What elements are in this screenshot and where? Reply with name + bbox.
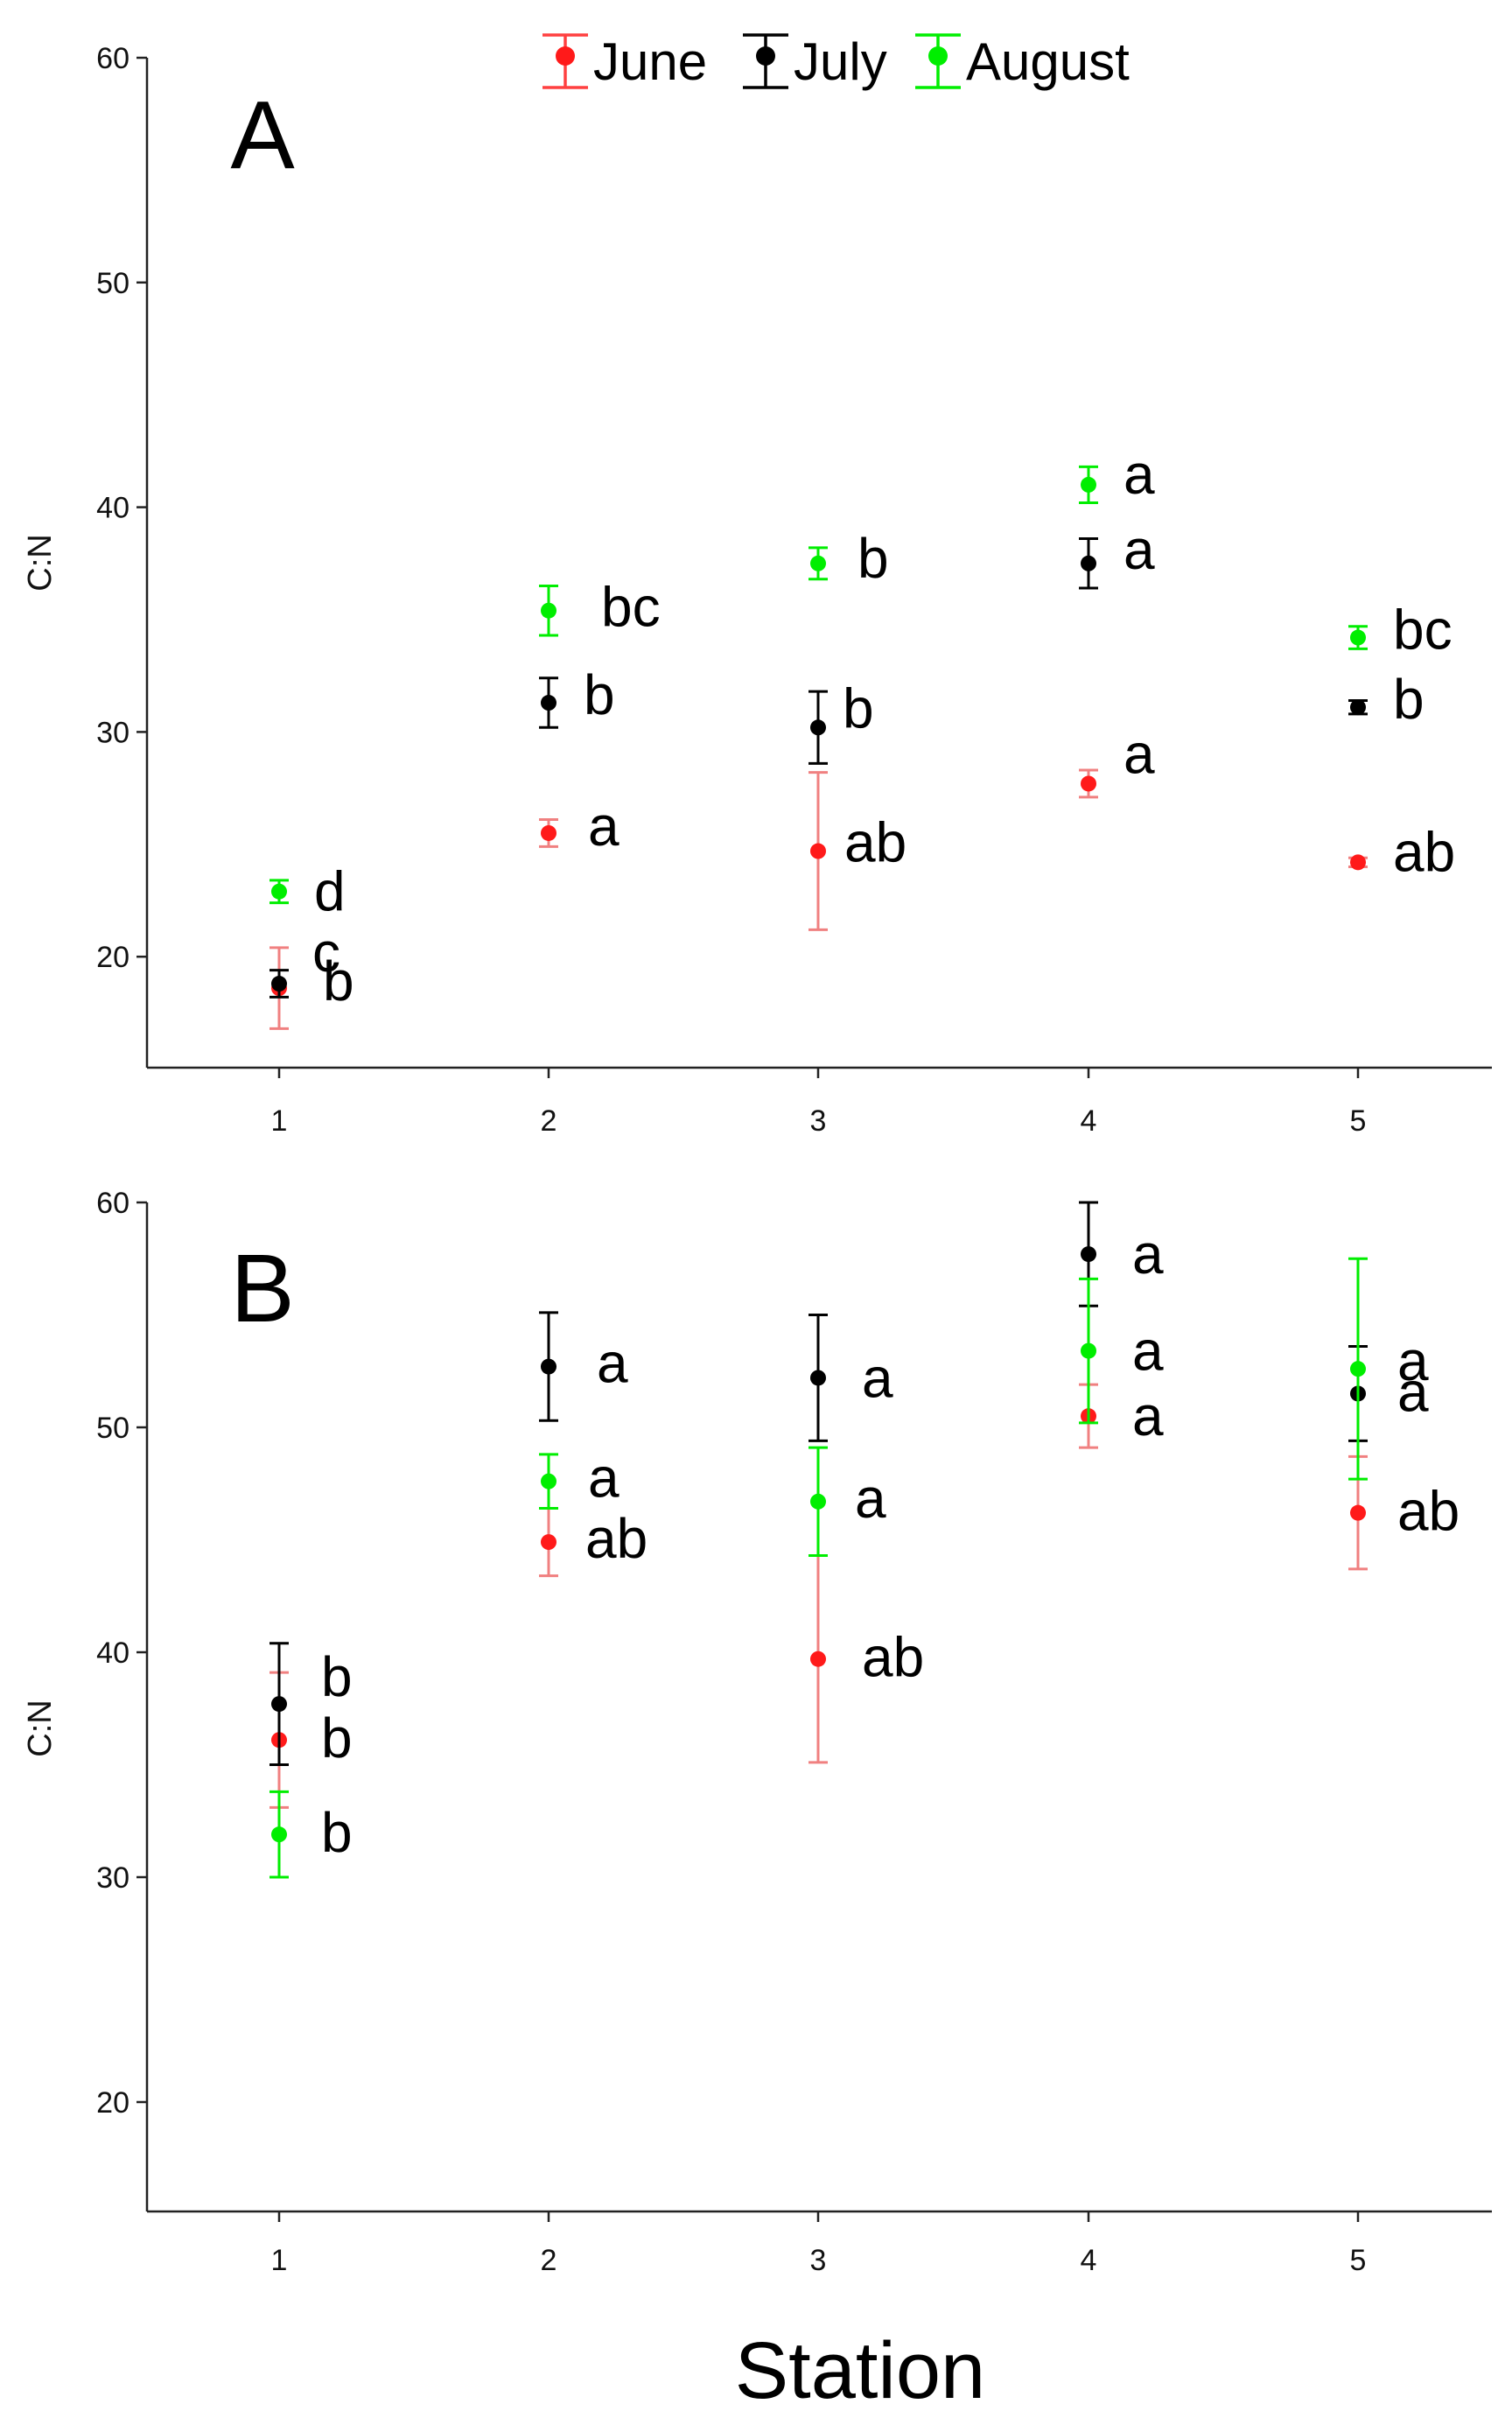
legend-marker-august [928, 46, 948, 66]
panel-a-point-june [541, 824, 556, 841]
panel-b-point-august [810, 1493, 826, 1510]
panel-a-x-tick-label: 5 [1350, 1104, 1367, 1138]
legend-item-august: August [915, 32, 1130, 91]
panel-b-significance-label-august: a [1132, 1320, 1164, 1383]
panel-a-significance-label-august: b [858, 527, 889, 590]
panel-a-significance-label-july: c [312, 921, 340, 984]
legend: June July August [542, 32, 1130, 91]
panel-b-significance-label-july: a [1132, 1223, 1164, 1286]
panel-a-point-august [1081, 476, 1096, 493]
panel-b-point-july [541, 1358, 556, 1375]
panel-a-significance-label-july: a [1124, 518, 1155, 581]
panel-a-point-august [1350, 629, 1366, 646]
panel-a-x-tick-label: 3 [810, 1104, 827, 1138]
panel-a-y-tick-label: 20 [96, 941, 130, 974]
panel-b-x-tick-label: 4 [1081, 2244, 1097, 2277]
panel-b-significance-label-july: a [1397, 1360, 1429, 1423]
panel-a-point-july [271, 976, 287, 992]
panel-a-significance-label-august: a [1124, 443, 1155, 506]
panel-b-point-august [1350, 1361, 1366, 1377]
panel-a-significance-label-july: b [584, 663, 615, 726]
panel-b-significance-label-june: ab [862, 1626, 924, 1689]
panel-a-point-june [1081, 775, 1096, 792]
x-axis-title: Station [735, 2326, 985, 2415]
panel-b-x-tick-label: 3 [810, 2244, 827, 2277]
legend-marker-july [756, 46, 775, 66]
panel-b-significance-label-july: a [597, 1332, 628, 1395]
panel-b-point-july [1081, 1246, 1096, 1263]
legend-label-july: July [794, 32, 887, 91]
panel-a-point-july [1350, 699, 1366, 716]
panel-a-y-tick-label: 40 [96, 492, 130, 525]
panel-b-point-august [1081, 1342, 1096, 1359]
panel-a-significance-label-june: ab [844, 811, 906, 874]
panel-b-significance-label-august: a [588, 1447, 620, 1510]
panel-a-significance-label-august: bc [1393, 599, 1452, 662]
panel-a-point-june [810, 843, 826, 859]
panel-a-point-july [810, 719, 826, 736]
panel-a-significance-label-june: ab [1393, 820, 1455, 883]
legend-item-june: June [542, 32, 707, 91]
panel-b-significance-label-june: b [321, 1707, 353, 1770]
panel-a-y-tick-label: 60 [96, 42, 130, 75]
panel-a-significance-label-july: b [843, 676, 874, 739]
panel-b-significance-label-june: ab [1397, 1480, 1460, 1543]
panel-b-point-june [810, 1651, 826, 1667]
panel-b-significance-label-august: b [321, 1801, 353, 1864]
panel-b-y-tick-label: 30 [96, 1861, 130, 1895]
panel-b-significance-label-august: a [1397, 1329, 1429, 1392]
panel-b-point-august [541, 1473, 556, 1489]
panel-b-significance-label-june: ab [585, 1507, 648, 1570]
panel-a-x-tick-label: 1 [271, 1104, 288, 1138]
panel-a-point-july [1081, 555, 1096, 571]
panel-b-point-june [541, 1534, 556, 1551]
panel-b-y-axis-title: C:N [22, 1700, 59, 1756]
panel-a-x-tick-label: 4 [1081, 1104, 1097, 1138]
panel-a-significance-label-june: a [1124, 722, 1155, 785]
legend-marker-june [556, 46, 575, 66]
panel-a-point-june [1350, 854, 1366, 871]
panel-b-significance-label-august: a [855, 1467, 886, 1530]
panel-a-significance-label-june: a [588, 795, 620, 858]
panel-b-significance-label-june: a [1132, 1384, 1164, 1447]
panel-a-significance-label-june: b [323, 950, 354, 1013]
panel-b-significance-label-july: b [321, 1645, 353, 1708]
panel-b-x-tick-label: 2 [541, 2244, 557, 2277]
panel-a-significance-label-august: bc [601, 576, 661, 639]
panel-b-point-july [271, 1696, 287, 1713]
panel-a-point-august [271, 883, 287, 900]
panel-a-y-tick-label: 30 [96, 716, 130, 749]
panel-b-significance-label-july: a [862, 1346, 893, 1409]
panel-a-x-tick-label: 2 [541, 1104, 557, 1138]
panel-b-point-august [271, 1826, 287, 1843]
panel-b-y-tick-label: 60 [96, 1187, 130, 1220]
panel-b-point-june [1350, 1504, 1366, 1521]
panel-b-panel-letter: B [230, 1235, 294, 1342]
panel-a-significance-label-august: d [314, 860, 346, 923]
legend-item-july: July [743, 32, 887, 91]
panel-a-point-august [541, 602, 556, 619]
panel-a-y-tick-label: 50 [96, 267, 130, 300]
panel-a-y-axis-title: C:N [22, 534, 59, 591]
panel-b-point-july [810, 1370, 826, 1386]
panel-a-point-july [541, 695, 556, 711]
panel-a-significance-label-july: b [1393, 668, 1424, 731]
panel-b-x-tick-label: 5 [1350, 2244, 1367, 2277]
legend-label-august: August [966, 32, 1130, 91]
panel-a-panel-letter: A [230, 81, 295, 189]
panel-b-x-tick-label: 1 [271, 2244, 288, 2277]
legend-label-june: June [593, 32, 707, 91]
panel-b-y-tick-label: 50 [96, 1412, 130, 1445]
panel-b-y-tick-label: 40 [96, 1637, 130, 1670]
panel-b-y-tick-label: 20 [96, 2086, 130, 2120]
panel-a-point-august [810, 555, 826, 571]
